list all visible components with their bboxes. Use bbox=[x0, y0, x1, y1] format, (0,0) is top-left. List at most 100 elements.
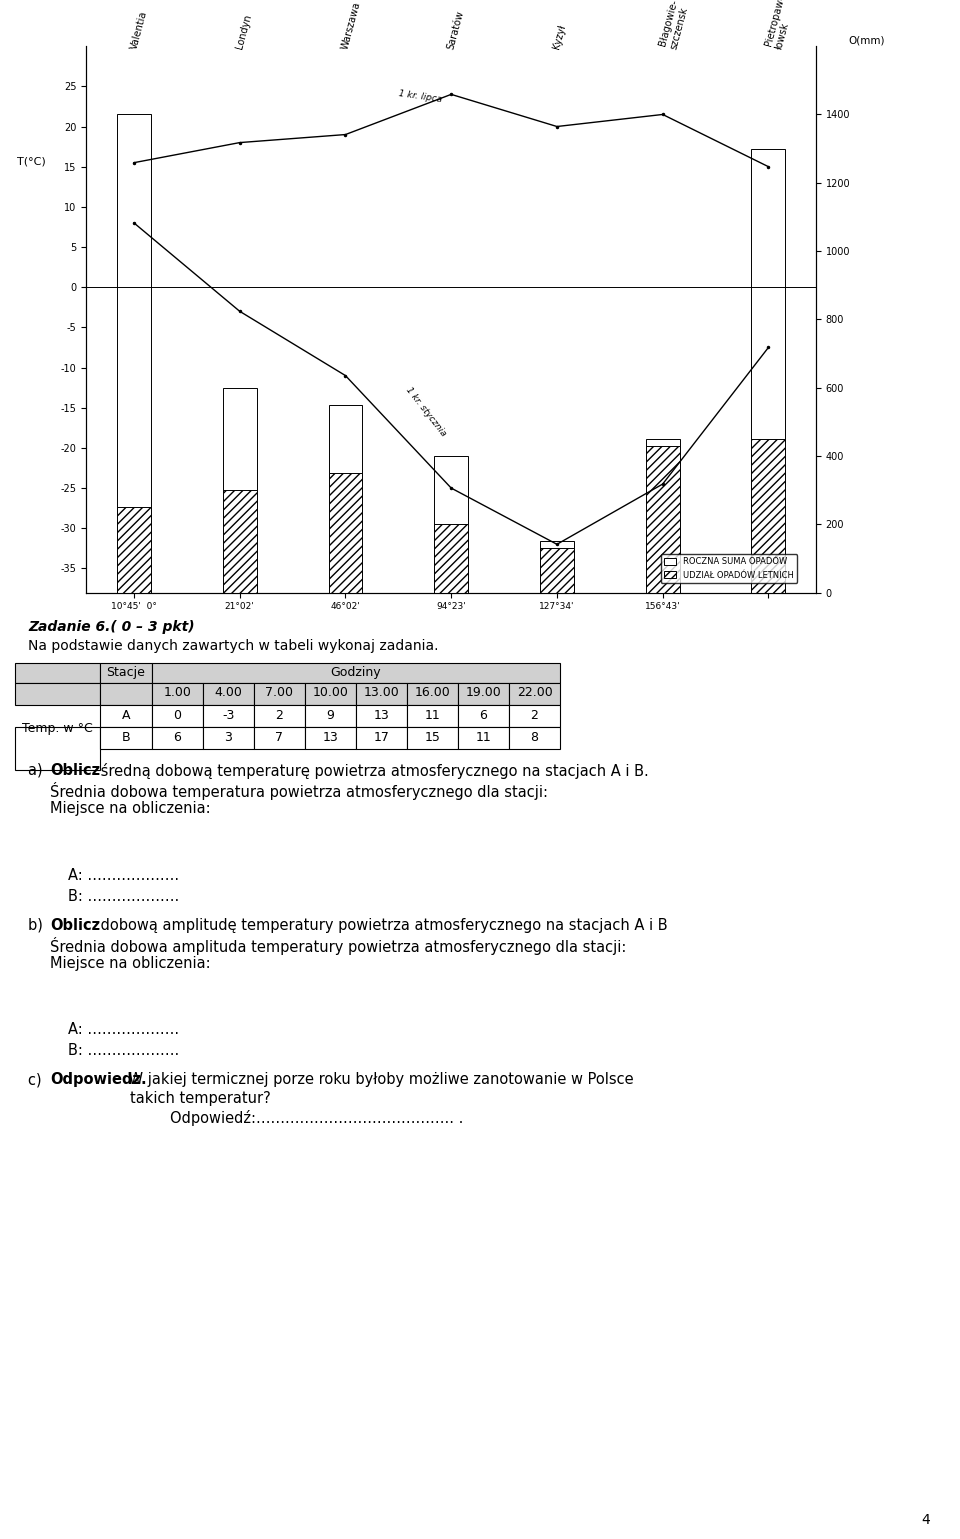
Bar bbox=[152, 726, 203, 748]
Text: 22.00: 22.00 bbox=[516, 685, 552, 699]
Bar bbox=[407, 683, 458, 705]
Text: W jakiej termicznej porze roku byłoby możliwe zanotowanie w Polsce: W jakiej termicznej porze roku byłoby mo… bbox=[124, 1073, 634, 1087]
Text: 7.00: 7.00 bbox=[266, 685, 294, 699]
Bar bbox=[100, 705, 152, 726]
Bar bbox=[540, 548, 574, 593]
Text: A: A bbox=[122, 708, 131, 722]
Bar bbox=[646, 439, 680, 593]
Text: A: ……………….: A: ………………. bbox=[68, 868, 180, 883]
Text: -3: -3 bbox=[223, 708, 234, 722]
Text: 9: 9 bbox=[326, 708, 334, 722]
Bar bbox=[407, 705, 458, 726]
Legend: ROCZNA SUMA OPADÓW, UDZIAŁ OPADÓW LETNICH: ROCZNA SUMA OPADÓW, UDZIAŁ OPADÓW LETNIC… bbox=[660, 554, 797, 583]
Text: Londyn: Londyn bbox=[234, 14, 253, 51]
Text: 1 kr. lipca: 1 kr. lipca bbox=[398, 89, 443, 105]
Bar bbox=[117, 114, 151, 593]
Bar bbox=[152, 683, 203, 705]
Text: średną dobową temperaturę powietrza atmosferycznego na stacjach A i B.: średną dobową temperaturę powietrza atmo… bbox=[96, 762, 649, 779]
Text: Błagowie-
szczensk: Błagowie- szczensk bbox=[658, 0, 690, 51]
Text: 0: 0 bbox=[174, 708, 181, 722]
Text: 13.00: 13.00 bbox=[364, 685, 399, 699]
Bar bbox=[458, 726, 509, 748]
Text: 15: 15 bbox=[424, 731, 441, 743]
Text: 13: 13 bbox=[323, 731, 338, 743]
Bar bbox=[254, 726, 305, 748]
Text: Średnia dobowa amplituda temperatury powietrza atmosferycznego dla stacji:: Średnia dobowa amplituda temperatury pow… bbox=[50, 937, 626, 954]
Text: 16.00: 16.00 bbox=[415, 685, 450, 699]
Text: 8: 8 bbox=[531, 731, 539, 743]
Text: Valentia: Valentia bbox=[129, 9, 149, 51]
Bar bbox=[434, 525, 468, 593]
Y-axis label: T(°C): T(°C) bbox=[17, 157, 46, 166]
Text: 6: 6 bbox=[480, 708, 488, 722]
Text: Odpowiedź:………………………………….. .: Odpowiedź:………………………………….. . bbox=[170, 1110, 464, 1127]
Text: 10.00: 10.00 bbox=[313, 685, 348, 699]
Text: B: B bbox=[122, 731, 131, 743]
Bar bbox=[100, 726, 152, 748]
Bar bbox=[203, 705, 254, 726]
Bar bbox=[509, 705, 560, 726]
Text: 2: 2 bbox=[276, 708, 283, 722]
Bar bbox=[356, 705, 407, 726]
Bar bbox=[254, 683, 305, 705]
Text: 1.00: 1.00 bbox=[163, 685, 191, 699]
Text: Stacje: Stacje bbox=[107, 665, 145, 679]
Bar bbox=[305, 705, 356, 726]
Text: Saratów: Saratów bbox=[445, 9, 466, 51]
Bar bbox=[223, 388, 256, 593]
Bar bbox=[407, 726, 458, 748]
Bar bbox=[356, 683, 407, 705]
Text: takich temperatur?: takich temperatur? bbox=[130, 1091, 271, 1107]
Text: Temp. w °C: Temp. w °C bbox=[22, 722, 93, 734]
Text: Pietropaw-
łowsk: Pietropaw- łowsk bbox=[763, 0, 798, 51]
Text: Miejsce na obliczenia:: Miejsce na obliczenia: bbox=[50, 956, 210, 971]
Bar bbox=[509, 726, 560, 748]
Text: 11: 11 bbox=[475, 731, 492, 743]
Bar bbox=[328, 405, 362, 593]
Bar bbox=[152, 705, 203, 726]
Bar bbox=[100, 683, 152, 705]
Bar bbox=[117, 508, 151, 593]
Text: 2: 2 bbox=[531, 708, 539, 722]
Text: 1 kr. stycznia: 1 kr. stycznia bbox=[403, 385, 447, 437]
Text: Godziny: Godziny bbox=[330, 665, 381, 679]
Text: 17: 17 bbox=[373, 731, 390, 743]
Bar bbox=[356, 726, 407, 748]
Text: Oblicz: Oblicz bbox=[50, 762, 100, 777]
Text: Kyzył: Kyzył bbox=[552, 23, 567, 51]
Text: b): b) bbox=[28, 917, 47, 933]
Text: 19.00: 19.00 bbox=[466, 685, 501, 699]
Text: Średnia dobowa temperatura powietrza atmosferycznego dla stacji:: Średnia dobowa temperatura powietrza atm… bbox=[50, 782, 548, 800]
Bar bbox=[328, 472, 362, 593]
Text: Zadanie 6.( 0 – 3 pkt): Zadanie 6.( 0 – 3 pkt) bbox=[28, 620, 195, 634]
Bar bbox=[203, 726, 254, 748]
Text: 7: 7 bbox=[276, 731, 283, 743]
Bar bbox=[15, 683, 100, 705]
Bar bbox=[152, 663, 560, 683]
Bar bbox=[223, 489, 256, 593]
Bar bbox=[646, 446, 680, 593]
Bar bbox=[203, 683, 254, 705]
Bar bbox=[305, 726, 356, 748]
Bar bbox=[254, 705, 305, 726]
Text: A: ……………….: A: ………………. bbox=[68, 1022, 180, 1037]
Text: 13: 13 bbox=[373, 708, 390, 722]
Bar bbox=[752, 149, 785, 593]
Text: Warszawa: Warszawa bbox=[340, 0, 363, 51]
Text: B: ……………….: B: ………………. bbox=[68, 1043, 180, 1059]
Bar bbox=[434, 456, 468, 593]
Text: a): a) bbox=[28, 762, 47, 777]
Text: 3: 3 bbox=[225, 731, 232, 743]
Text: 11: 11 bbox=[424, 708, 441, 722]
Bar bbox=[100, 663, 152, 683]
Bar bbox=[752, 439, 785, 593]
Text: dobową amplitudę temperatury powietrza atmosferycznego na stacjach A i B: dobową amplitudę temperatury powietrza a… bbox=[96, 917, 667, 933]
Text: 4.00: 4.00 bbox=[215, 685, 243, 699]
Text: c): c) bbox=[28, 1073, 46, 1087]
Bar bbox=[15, 663, 100, 683]
Bar bbox=[305, 683, 356, 705]
Text: 4: 4 bbox=[922, 1513, 930, 1527]
Bar bbox=[540, 542, 574, 593]
Bar bbox=[15, 726, 100, 771]
Bar bbox=[458, 705, 509, 726]
